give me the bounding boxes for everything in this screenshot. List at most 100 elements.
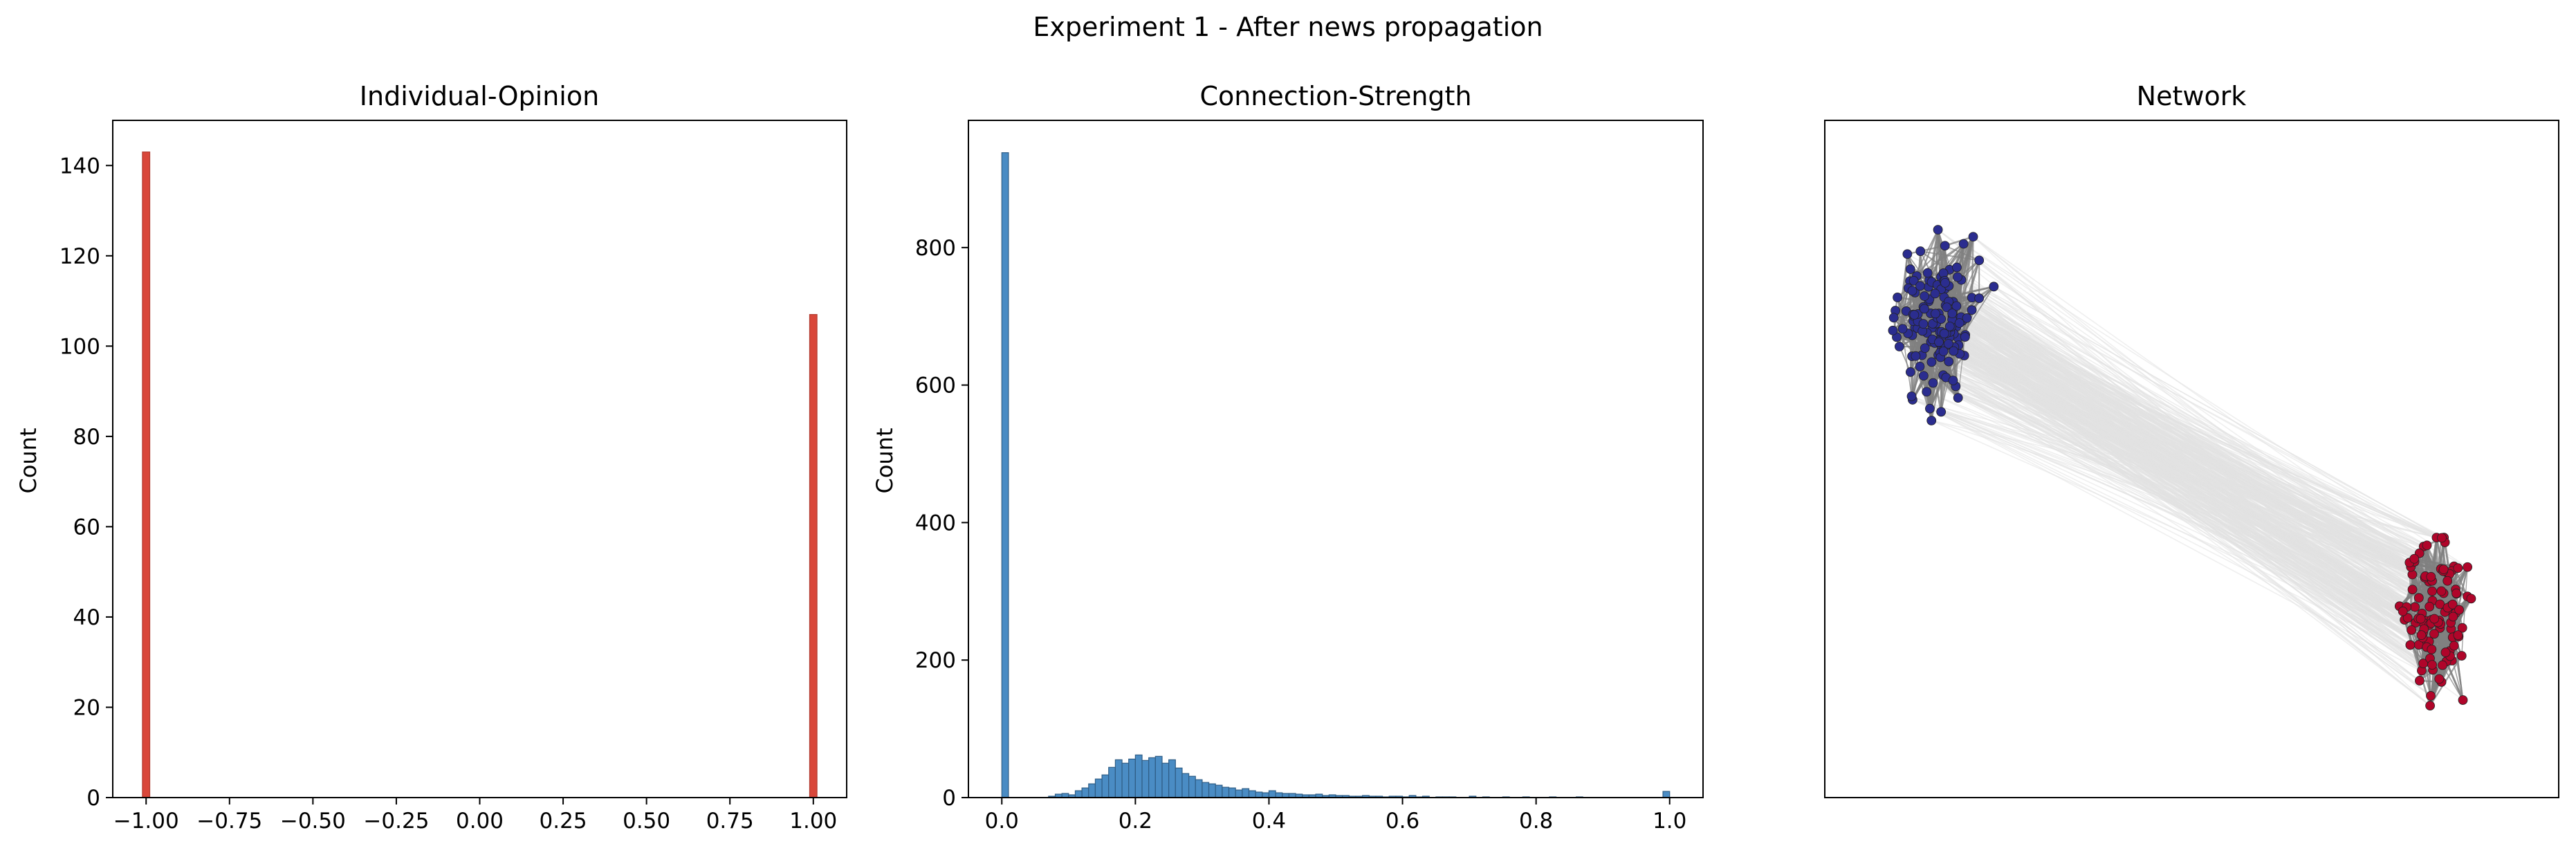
network-node <box>2407 585 2418 595</box>
network-edge <box>1967 318 2451 623</box>
network-node <box>1922 268 1933 278</box>
network-node <box>2448 612 2458 622</box>
network-edge <box>1953 301 2409 618</box>
histogram-bar <box>1248 790 1256 798</box>
network-edge <box>1943 273 2450 575</box>
network-node <box>1949 346 1959 356</box>
network-node <box>1920 304 1929 314</box>
histogram-bar <box>1074 790 1083 798</box>
network-edge <box>1912 399 2423 638</box>
network-node <box>1920 291 1929 301</box>
network-node <box>1888 313 1899 323</box>
network-node <box>1947 309 1958 319</box>
network-node <box>1940 241 1950 251</box>
network-node <box>1948 376 1958 385</box>
y-tick-label: 40 <box>73 605 100 630</box>
network-node <box>2434 674 2445 684</box>
network-edge <box>1953 347 2431 697</box>
network-node <box>1905 367 1915 377</box>
opinion-histogram: Individual-Opinion Count −1.00 −0.75 −0.50… <box>15 81 847 834</box>
network-node <box>2440 647 2451 657</box>
histogram-bar <box>142 151 151 798</box>
histogram-bar <box>1215 784 1223 798</box>
network-node <box>2427 586 2437 596</box>
network-edge <box>1929 407 2424 624</box>
strength-title: Connection-Strength <box>1199 81 1471 111</box>
network-edge <box>1930 313 2400 607</box>
network-node <box>2451 588 2461 598</box>
network-edge <box>1953 380 2435 635</box>
strength-ylabel: Count <box>872 428 898 493</box>
network-node <box>2436 586 2447 596</box>
network-node <box>2427 644 2437 654</box>
network-node <box>1905 264 1915 275</box>
network-node <box>1944 321 1955 331</box>
network-node <box>2438 564 2449 574</box>
network-node <box>1967 305 1977 315</box>
network-node <box>2398 606 2408 616</box>
y-tick-label: 120 <box>59 244 100 269</box>
network-node <box>1953 393 1963 403</box>
network-node <box>2422 540 2432 551</box>
histogram-bar <box>1128 758 1136 798</box>
histogram-bar <box>1228 787 1236 798</box>
x-tick-label: −0.75 <box>196 809 262 834</box>
x-tick-label: −0.25 <box>363 809 429 834</box>
network-node <box>2463 562 2473 572</box>
network-node <box>1897 324 1908 334</box>
network-node <box>2407 625 2417 635</box>
x-tick-label: 0.0 <box>985 809 1019 834</box>
histogram-bar <box>1101 774 1110 798</box>
network-node <box>2438 660 2447 670</box>
network-edge <box>1944 236 1974 247</box>
histogram-bar <box>1108 766 1116 798</box>
y-tick-label: 600 <box>915 374 956 398</box>
y-tick-label: 100 <box>59 334 100 359</box>
network-edge <box>1945 304 2420 681</box>
network-edge <box>1929 407 2442 683</box>
x-tick-label: 0.25 <box>540 809 587 834</box>
histogram-bar <box>1662 791 1671 798</box>
histogram-bar <box>1081 787 1089 798</box>
network-node <box>2449 641 2459 651</box>
histogram-bar <box>1175 767 1183 798</box>
network-node <box>2416 630 2427 641</box>
opinion-title: Individual-Opinion <box>360 81 599 111</box>
network-node <box>1930 288 1940 299</box>
network-edge <box>1932 327 2447 662</box>
network-edge <box>1934 323 2451 652</box>
network-node <box>2456 651 2467 661</box>
network-node <box>1918 319 1929 329</box>
network-node <box>1926 416 1937 425</box>
network-edge <box>1942 374 2427 648</box>
network-node <box>1915 281 1925 291</box>
network-node <box>1989 282 1999 292</box>
histogram-bar <box>1088 783 1096 798</box>
network-edge <box>1893 317 2447 662</box>
network-edge <box>1967 318 2440 621</box>
network-node <box>1902 249 1913 259</box>
network-node <box>1933 225 1943 235</box>
network-node <box>1895 342 1904 351</box>
histogram-bar <box>1262 792 1270 798</box>
network-node <box>1968 232 1978 242</box>
network-edge <box>1978 259 2424 638</box>
network-edge <box>1923 375 2431 659</box>
network-node <box>2454 605 2465 615</box>
network-node <box>1926 357 1937 367</box>
network-edge <box>1971 309 2445 613</box>
network-node <box>1944 356 1954 367</box>
network-node <box>1915 246 1926 257</box>
x-tick-label: 1.0 <box>1653 809 1686 834</box>
network-edge <box>1959 353 2425 630</box>
network-node <box>1925 403 1935 414</box>
histogram-bar <box>1222 787 1230 798</box>
network-edge <box>1912 334 2448 609</box>
histogram-bar <box>1001 152 1009 798</box>
histogram-bar <box>1275 792 1283 798</box>
network-panel: Network <box>1824 81 2559 798</box>
network-edge <box>1944 236 1974 289</box>
network-edge <box>1911 335 2424 664</box>
network-edge <box>1931 282 2440 680</box>
